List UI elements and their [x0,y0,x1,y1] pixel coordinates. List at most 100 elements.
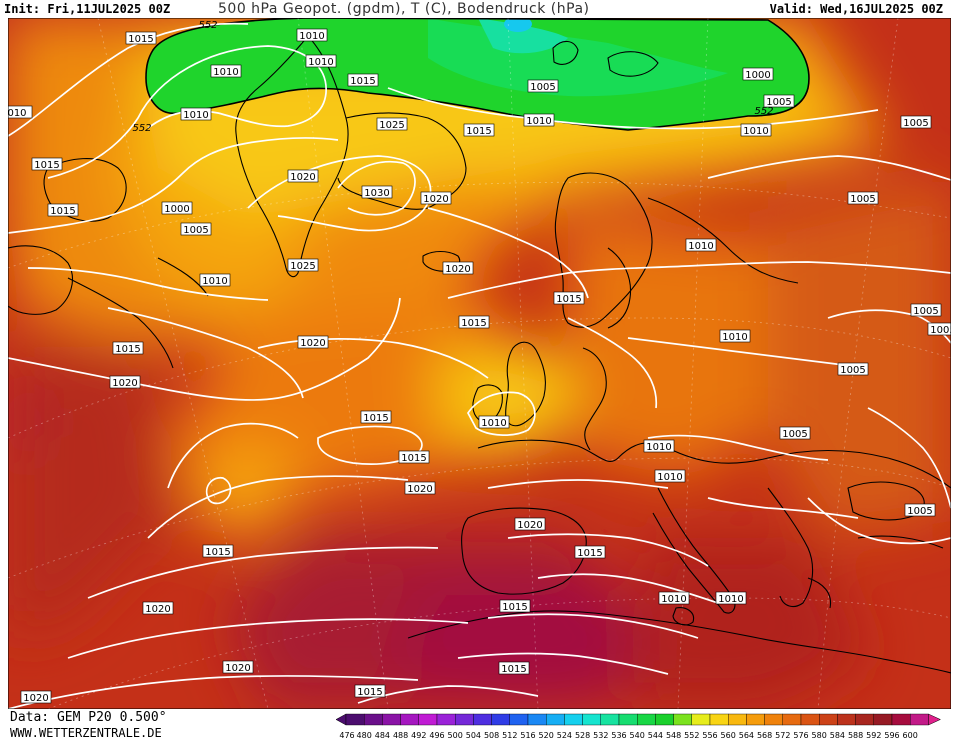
legend-swatch [746,713,765,726]
isobar-label: 1010 [180,107,212,121]
legend-swatch [436,713,456,726]
svg-text:1020: 1020 [23,693,48,704]
legend-tick-label: 504 [466,731,481,740]
svg-text:1030: 1030 [364,188,389,199]
isobar-label: 1005 [527,79,559,93]
isobar-label: 1005 [904,503,936,517]
isobar-label: 1010 [305,54,337,68]
isobar-label: 1015 [354,684,386,698]
legend-tick-label: 508 [484,731,499,740]
svg-text:1015: 1015 [34,160,59,171]
legend-tick-label: 532 [593,731,608,740]
isobar-label: 1015 [202,544,234,558]
svg-text:1005: 1005 [530,82,555,93]
svg-text:1015: 1015 [461,318,486,329]
legend-tick-label: 528 [575,731,590,740]
svg-text:1015: 1015 [350,76,375,87]
legend-swatch [545,713,565,726]
geopotential-552-label: 552 [198,20,217,31]
isobar-label: 1000 [742,67,774,81]
geopotential-552-label: 552 [132,123,151,134]
svg-text:1020: 1020 [407,484,432,495]
svg-text:1010: 1010 [308,57,333,68]
legend-swatch [837,713,856,726]
legend-swatch [855,713,874,726]
legend-swatch [782,713,802,726]
legend-tick-label: 516 [520,731,535,740]
isobar-label: 1010 [719,329,751,343]
isobar-label: 1025 [287,258,319,272]
svg-text:1005: 1005 [850,194,875,205]
svg-text:1005: 1005 [782,429,807,440]
svg-text:010: 010 [8,108,27,119]
isobar-label: 1010 [654,469,686,483]
legend-swatch [473,713,492,726]
legend-swatch [400,713,419,726]
legend-tick-label: 484 [375,731,390,740]
legend-swatch [673,713,693,726]
legend-tick-label: 540 [630,731,645,740]
svg-text:1015: 1015 [466,126,491,137]
svg-text:1005: 1005 [913,306,938,317]
svg-text:1015: 1015 [50,206,75,217]
isobar-label: 1020 [404,481,436,495]
legend-tick-label: 572 [775,731,790,740]
legend-tick-label: 524 [557,731,572,740]
svg-text:1015: 1015 [501,664,526,675]
legend-swatch [800,713,820,726]
svg-text:1020: 1020 [112,378,137,389]
svg-text:1010: 1010 [202,276,227,287]
svg-text:1005: 1005 [183,225,208,236]
weather-map: 1015 1010 552 1010 1015 1010 1005 1010 1… [8,18,951,709]
svg-text:1020: 1020 [290,172,315,183]
legend-tick-label: 564 [739,731,754,740]
legend-swatch [910,713,929,726]
isobar-labels: 1015 1010 552 1010 1015 1010 1005 1010 1… [8,20,951,704]
legend-tick-label: 536 [611,731,626,740]
svg-text:1010: 1010 [646,442,671,453]
svg-text:1015: 1015 [205,547,230,558]
legend-tick-label: 600 [903,731,918,740]
isobar-label: 1020 [142,601,174,615]
legend-low-pointer [335,713,347,726]
svg-text:552: 552 [198,20,217,31]
legend-swatch [873,713,893,726]
isobar-label: 1010 [296,28,328,42]
geopotential-552-label: 552 [754,106,773,117]
isobar-label: 1010 [740,123,772,137]
isobar-label: 1005 [927,322,951,336]
init-time-label: Init: Fri,11JUL2025 00Z [4,2,171,16]
isobar-label: 1015 [498,661,530,675]
legend-swatch [364,713,383,726]
svg-text:1020: 1020 [300,338,325,349]
svg-text:1025: 1025 [290,261,315,272]
legend-high-pointer [928,713,942,726]
legend-tick-label: 576 [793,731,808,740]
legend-swatch [891,713,911,726]
website-label: WWW.WETTERZENTRALE.DE [10,726,162,740]
legend-swatch [509,713,529,726]
legend-tick-label: 580 [812,731,827,740]
svg-text:1015: 1015 [577,548,602,559]
isobar-label: 1025 [376,117,408,131]
isobar-label: 1015 [47,203,79,217]
isobar-label: 1015 [463,123,495,137]
map-title: 500 hPa Geopot. (gpdm), T (C), Bodendruc… [218,1,590,17]
isobar-label: 1015 [458,315,490,329]
legend-swatch [618,713,638,726]
svg-text:1015: 1015 [363,413,388,424]
svg-text:1010: 1010 [183,110,208,121]
isobar-label: 1010 [199,273,231,287]
isobar-label: 010 [8,105,33,119]
legend-swatch [637,713,656,726]
legend-tick-label: 584 [830,731,845,740]
isobar-label: 1015 [125,31,157,45]
legend-swatch [728,713,747,726]
svg-text:1010: 1010 [299,31,324,42]
isobar-label: 1020 [514,517,546,531]
legend-tick-label: 488 [393,731,408,740]
isobar-label: 1010 [658,591,690,605]
isobar-label: 1015 [347,73,379,87]
legend-tick-label: 588 [848,731,863,740]
isobar-label: 1020 [442,261,474,275]
